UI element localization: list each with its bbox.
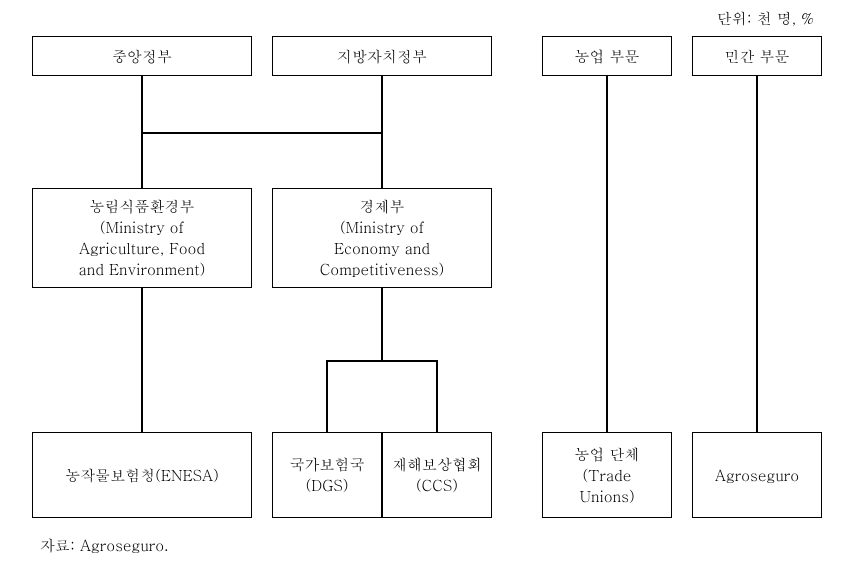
node-enesa: 농작물보험청(ENESA) <box>32 432 252 518</box>
node-label: 농업 단체 (Trade Unions) <box>575 444 640 507</box>
node-private-sector: 민간 부문 <box>692 36 822 76</box>
node-trade-unions: 농업 단체 (Trade Unions) <box>542 432 672 518</box>
node-ministry-agri: 농림식품환경부 (Ministry of Agriculture, Food a… <box>32 188 252 288</box>
node-local-gov: 지방자치정부 <box>272 36 492 76</box>
node-label: 지방자치정부 <box>337 46 427 67</box>
edge-line <box>141 132 382 134</box>
node-label: 국가보험국 (DGS) <box>290 454 365 496</box>
node-label: 경제부 (Ministry of Economy and Competitive… <box>320 196 444 280</box>
source-label: 자료: Agroseguro. <box>40 535 169 556</box>
node-label: 중앙정부 <box>112 46 172 67</box>
edge-line <box>606 76 608 432</box>
edge-line <box>381 132 383 188</box>
node-ministry-econ: 경제부 (Ministry of Economy and Competitive… <box>272 188 492 288</box>
edge-line <box>756 76 758 432</box>
edge-line <box>326 360 437 362</box>
edge-line <box>381 288 383 360</box>
node-central-gov: 중앙정부 <box>32 36 252 76</box>
node-label: 농작물보험청(ENESA) <box>65 465 219 486</box>
node-label: 민간 부문 <box>725 46 790 67</box>
node-label: 농림식품환경부 (Ministry of Agriculture, Food a… <box>79 196 206 280</box>
edge-line <box>326 360 328 432</box>
node-label: 재해보상협회 (CCS) <box>392 454 482 496</box>
node-label: 농업 부문 <box>575 46 640 67</box>
node-agri-sector: 농업 부문 <box>542 36 672 76</box>
edge-line <box>381 76 383 132</box>
org-chart-container: 단위: 천 명, % 중앙정부 지방자치정부 농업 부문 민간 부문 농림식품환… <box>0 0 844 574</box>
edge-line <box>436 360 438 432</box>
node-ccs: 재해보상협회 (CCS) <box>382 432 492 518</box>
unit-label: 단위: 천 명, % <box>717 8 814 29</box>
node-dgs: 국가보험국 (DGS) <box>272 432 382 518</box>
edge-line <box>141 288 143 432</box>
node-agroseguro: Agroseguro <box>692 432 822 518</box>
node-label: Agroseguro <box>715 465 799 486</box>
